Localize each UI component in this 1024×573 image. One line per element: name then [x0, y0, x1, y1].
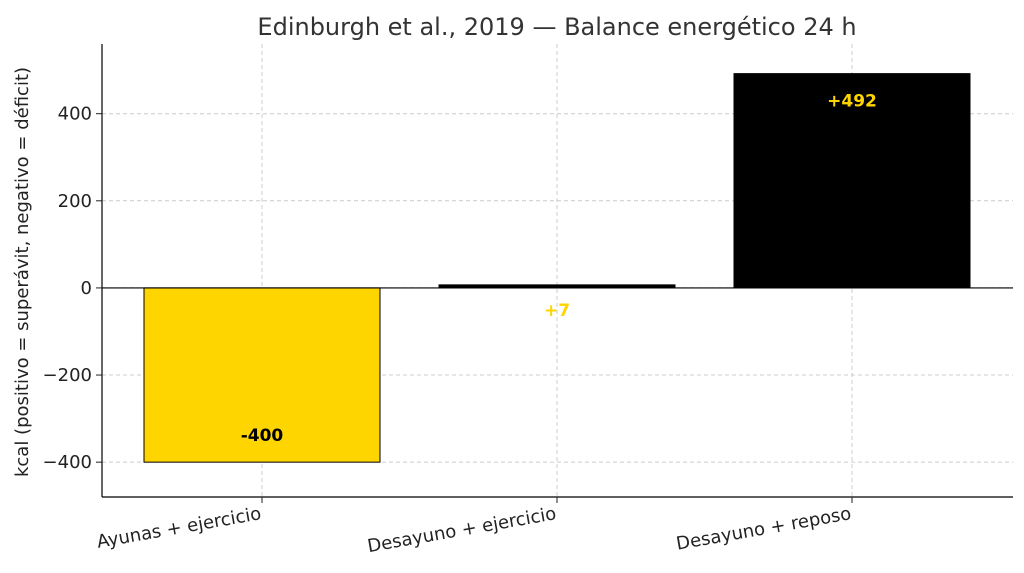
data-label: +492: [827, 92, 877, 112]
chart-title: Edinburgh et al., 2019 — Balance energét…: [257, 13, 856, 41]
x-axis-ticks: Ayunas + ejercicio Desayuno + ejercicio De…: [95, 497, 853, 557]
y-tick-label: 200: [58, 191, 92, 212]
bars: [143, 73, 971, 463]
y-tick-label: −400: [43, 452, 92, 473]
x-tick-label: Desayuno + reposo: [675, 503, 853, 554]
bar: [143, 287, 381, 463]
y-tick-label: −200: [43, 365, 92, 386]
bar: [733, 73, 971, 289]
data-label: -400: [241, 426, 284, 446]
data-label: +7: [544, 301, 570, 321]
x-tick-label: Ayunas + ejercicio: [95, 503, 263, 553]
y-tick-label: 0: [81, 278, 92, 299]
y-axis-ticks: −400 −200 0 200 400: [43, 104, 102, 473]
y-axis-label: kcal (positivo = superávit, negativo = d…: [12, 67, 33, 477]
x-tick-label: Desayuno + ejercicio: [366, 503, 558, 557]
y-tick-label: 400: [58, 104, 92, 125]
data-labels: -400 +7 +492: [241, 92, 877, 447]
